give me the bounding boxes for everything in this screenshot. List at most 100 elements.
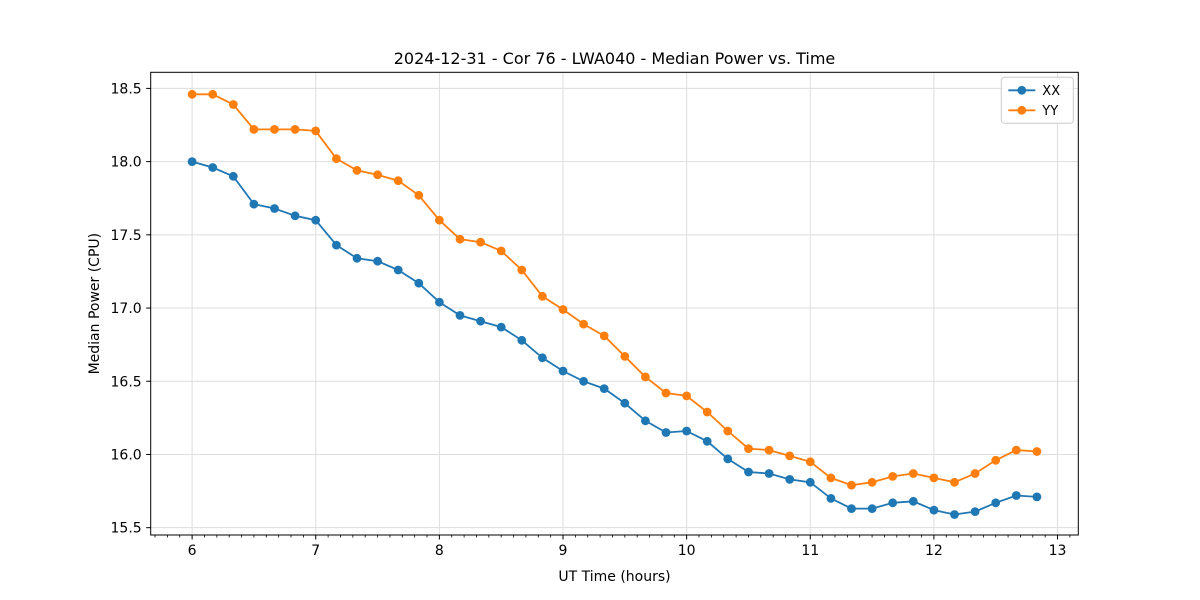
y-tick-label: 15.5 — [111, 521, 142, 537]
series-YY-marker — [290, 124, 300, 134]
series-YY-marker — [1011, 445, 1021, 455]
series-XX-marker — [764, 469, 774, 478]
series-XX-marker — [455, 311, 465, 320]
series-XX-marker — [826, 494, 836, 503]
x-tick-label: 10 — [678, 543, 696, 559]
series-XX-marker — [929, 505, 939, 515]
series-XX-marker — [414, 278, 424, 288]
y-tick-label: 16.5 — [111, 374, 142, 390]
legend-item-YY: YY — [1008, 104, 1058, 119]
series-YY-marker — [620, 352, 630, 361]
x-tick-label: 8 — [435, 543, 444, 559]
series-XX-marker — [1032, 492, 1042, 502]
series-YY-marker — [558, 305, 568, 314]
series-YY-marker — [764, 445, 774, 455]
series-XX-marker — [352, 253, 362, 263]
series-XX-marker — [991, 498, 1001, 508]
series-XX-marker — [435, 297, 444, 307]
series-YY-marker — [538, 291, 547, 301]
series-XX-marker — [228, 171, 238, 181]
y-tick-label: 16.0 — [111, 447, 142, 463]
series-XX-marker — [496, 322, 506, 332]
series-YY-marker — [228, 100, 238, 109]
series-YY-marker — [867, 477, 877, 487]
series-YY-marker — [476, 237, 485, 247]
series-XX-line — [191, 160, 1037, 516]
series-YY-marker — [702, 407, 712, 417]
series-XX-marker — [599, 384, 609, 393]
series-XX-marker — [641, 416, 650, 426]
series-XX-marker — [393, 265, 403, 275]
series-YY-marker — [579, 319, 588, 329]
series-XX-marker — [620, 398, 630, 408]
legend-item-XX: XX — [1008, 84, 1060, 99]
series-YY — [187, 89, 1042, 490]
legend-marker — [1017, 85, 1027, 95]
x-tick-label: 12 — [925, 543, 943, 559]
series-XX-marker — [888, 498, 898, 508]
series-XX-marker — [476, 316, 485, 326]
series-YY-marker — [496, 246, 506, 256]
x-axis: 6 7 8 9 10 11 12 13 UT Time (hours) — [154, 535, 1071, 585]
plot-border — [150, 71, 1079, 536]
series-XX-marker — [785, 475, 795, 484]
series-YY-marker — [744, 444, 753, 453]
legend-label: XX — [1042, 84, 1060, 99]
series-YY-marker — [393, 176, 403, 186]
series-XX-marker — [970, 507, 980, 516]
series-YY-marker — [599, 331, 609, 341]
series-XX-marker — [661, 428, 671, 437]
series-YY-marker — [991, 455, 1001, 465]
series-YY-marker — [970, 469, 980, 478]
series-YY-marker — [517, 265, 527, 275]
series-YY-marker — [723, 426, 733, 436]
series-YY-marker — [1032, 447, 1042, 456]
series-XX-marker — [682, 426, 691, 436]
series-YY-marker — [826, 473, 836, 483]
series-XX — [187, 157, 1042, 519]
series-YY-marker — [661, 388, 671, 398]
series-XX-marker — [187, 157, 197, 167]
series-YY-marker — [682, 391, 691, 401]
series-XX-marker — [579, 376, 588, 386]
series-YY-line — [192, 93, 1037, 487]
series-XX-marker — [1011, 491, 1021, 500]
legend-label: YY — [1041, 104, 1058, 119]
legend-marker — [1017, 105, 1027, 115]
series-XX-marker — [208, 163, 218, 172]
grid — [150, 72, 1079, 535]
legend: XX YY — [1000, 76, 1074, 124]
series-YY-marker — [373, 170, 382, 180]
legend-box — [1000, 76, 1074, 124]
series-YY-marker — [888, 472, 898, 481]
y-axis-label: Median Power (CPU) — [87, 233, 103, 375]
series-YY-marker — [352, 166, 362, 175]
series-XX-marker — [744, 467, 753, 477]
series-YY-marker — [270, 124, 279, 134]
series-YY-marker — [929, 473, 939, 483]
series-YY-marker — [249, 124, 259, 134]
series-XX-marker — [867, 504, 877, 513]
x-tick-label: 7 — [311, 543, 320, 559]
series-XX-marker — [908, 496, 918, 506]
series-XX-marker — [805, 477, 815, 487]
series-XX-marker — [270, 204, 279, 213]
series-XX-marker — [558, 366, 568, 376]
series-XX-marker — [290, 211, 300, 221]
series-XX-marker — [538, 353, 547, 363]
y-tick-label: 17.5 — [111, 228, 142, 244]
series-XX-marker — [847, 504, 856, 513]
series-YY-marker — [414, 190, 424, 200]
chart-title: 2024-12-31 - Cor 76 - LWA040 - Median Po… — [394, 49, 836, 68]
series-YY-marker — [641, 372, 650, 382]
series-YY-marker — [332, 154, 341, 164]
x-tick-label: 11 — [801, 543, 819, 559]
series-YY-marker — [805, 457, 815, 467]
series-YY-marker — [908, 469, 918, 478]
x-tick-label: 9 — [559, 543, 568, 559]
series-XX-marker — [517, 335, 527, 345]
series-YY-marker — [435, 215, 444, 225]
series-YY-marker — [950, 477, 959, 487]
series-YY-marker — [785, 451, 795, 461]
